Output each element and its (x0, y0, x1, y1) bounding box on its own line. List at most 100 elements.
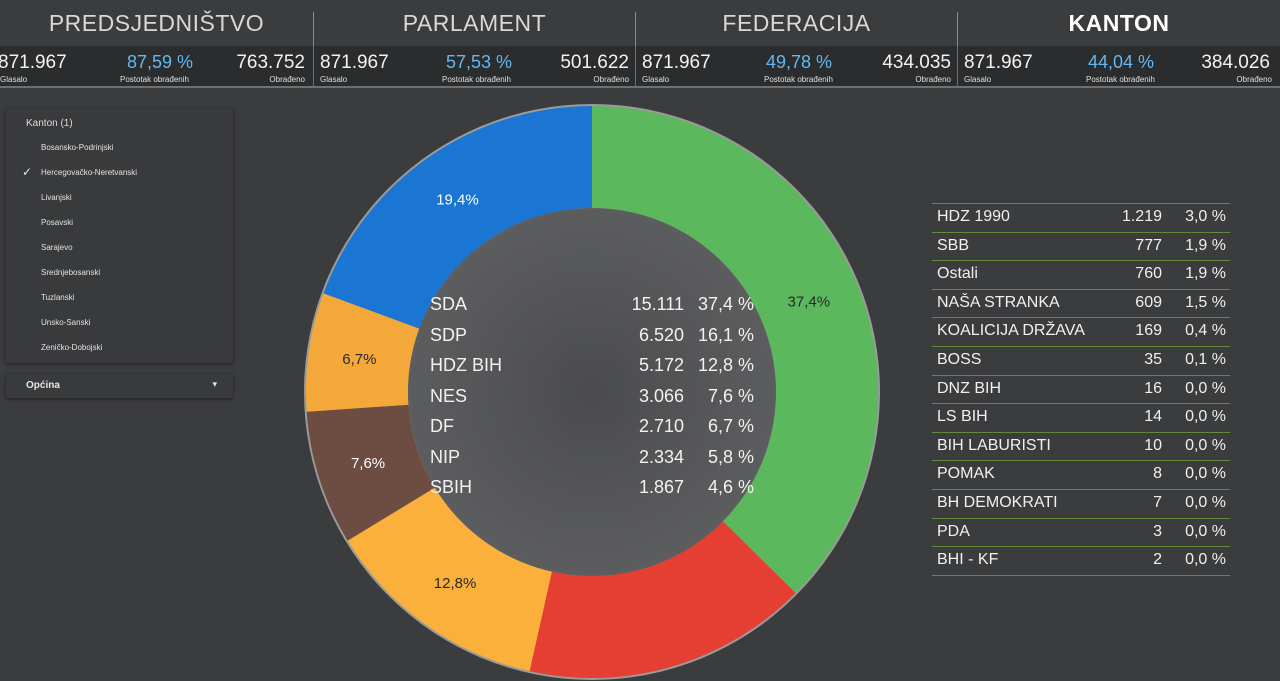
party-percent: 6,7 % (707, 416, 754, 436)
canton-option[interactable]: Livanjski (41, 193, 72, 202)
stats-kanton: 871.967 Glasalo 44,04 % Postotak obrađen… (958, 46, 1280, 86)
tab-parlament[interactable]: PARLAMENT (402, 10, 547, 36)
slice-percent-label: 19,4% (436, 191, 479, 208)
donut-slice[interactable] (347, 487, 552, 672)
center-row: SBIH 1.867 4,6 % (430, 477, 760, 508)
party-percent: 12,8 % (697, 355, 754, 375)
processed-percent-caption: Postotak obrađenih (1086, 75, 1155, 84)
party-name: SDP (430, 324, 468, 345)
party-votes: 2.334 (638, 446, 684, 467)
canton-option[interactable]: Unsko-Sanski (41, 318, 91, 327)
party-percent: 0,0 % (1185, 551, 1226, 569)
party-votes: 1.867 (638, 477, 684, 497)
donut-center (408, 208, 776, 576)
donut-slice[interactable] (592, 106, 878, 593)
table-row: Ostali 760 1,9 % (932, 261, 1230, 290)
election-tabs: PREDSJEDNIŠTVO PARLAMENT FEDERACIJA KANT… (0, 0, 1280, 46)
party-percent: 5,8 % (707, 446, 754, 467)
party-name: LS BIH (937, 408, 988, 426)
donut-slice[interactable] (323, 106, 592, 329)
tab-predsjednistvo[interactable]: PREDSJEDNIŠTVO (48, 10, 265, 36)
canton-option[interactable]: Posavski (41, 218, 74, 227)
party-name: BIH LABURISTI (937, 436, 1051, 454)
center-row: NIP 2.334 5,8 % (430, 447, 760, 478)
stats-federacija: 871.967 Glasalo 49,78 % Postotak obrađen… (636, 46, 957, 86)
party-name: POMAK (937, 465, 995, 483)
canton-option[interactable]: Tuzlanski (41, 293, 75, 302)
processed-percent: 87,59 % (127, 52, 194, 72)
processed-percent: 44,04 % (1088, 52, 1155, 72)
party-votes: 169 (1135, 322, 1162, 340)
slice-percent-label: 7,6% (351, 455, 385, 472)
processed-caption: Obrađeno (915, 75, 951, 84)
party-votes: 8 (1153, 465, 1162, 483)
processed-percent: 57,53 % (446, 52, 513, 72)
party-percent: 16,1 % (697, 324, 754, 345)
tab-kanton[interactable]: KANTON (1068, 10, 1170, 36)
party-votes: 2.710 (638, 416, 684, 436)
results-table: HDZ 1990 1.219 3,0 % SBB 777 1,9 % Ostali 760… (932, 203, 1230, 576)
voted-value: 871.967 (642, 52, 711, 73)
party-percent: 0,0 % (1185, 522, 1226, 540)
stats-bar: 871.967 Glasalo 87,59 % Postotak obrađen… (0, 46, 1280, 88)
canton-filter-title: Kanton (1) (26, 118, 73, 129)
party-votes: 6.520 (638, 324, 684, 345)
checkmark-icon: ✓ (22, 165, 33, 179)
party-name: BHI - KF (937, 551, 999, 569)
processed-value: 501.622 (560, 52, 629, 73)
tab-federacija[interactable]: FEDERACIJA (722, 10, 871, 36)
municipality-dropdown[interactable]: Općina ▾ (6, 374, 233, 398)
party-votes: 5.172 (638, 355, 684, 375)
party-votes: 35 (1144, 350, 1162, 368)
party-name: DF (430, 416, 454, 436)
party-name: PDA (937, 522, 970, 540)
canton-option[interactable]: Zeničko-Dobojski (41, 343, 103, 352)
processed-caption: Obrađeno (593, 75, 629, 84)
table-row: LS BIH 14 0,0 % (932, 404, 1230, 433)
stats-parlament: 871.967 Glasalo 57,53 % Postotak obrađen… (314, 46, 635, 86)
table-row: PDA 3 0,0 % (932, 519, 1230, 548)
table-row: DNZ BIH 16 0,0 % (932, 376, 1230, 405)
party-name: NES (430, 385, 468, 406)
canton-option[interactable]: Sarajevo (41, 243, 73, 252)
donut-slice[interactable] (306, 404, 435, 541)
donut-center-table: SDA 15.111 37,4 % SDP 6.520 16,1 % HDZ BIH 5.… (430, 294, 760, 508)
party-votes: 14 (1144, 408, 1162, 426)
municipality-dropdown-label: Općina (26, 380, 60, 391)
processed-caption: Obrađeno (1236, 75, 1272, 84)
slice-percent-label: 37,4% (788, 293, 831, 310)
stats-divider (635, 46, 636, 86)
canton-option[interactable]: Srednjebosanski (41, 268, 101, 277)
stats-divider (313, 46, 314, 86)
table-row: BH DEMOKRATI 7 0,0 % (932, 490, 1230, 519)
processed-caption: Obrađeno (269, 75, 305, 84)
party-percent: 0,0 % (1185, 493, 1226, 511)
donut-slice[interactable] (306, 293, 420, 412)
party-name: HDZ BIH (430, 355, 502, 375)
party-votes: 7 (1153, 493, 1162, 511)
canton-option[interactable]: Bosansko-Podrinjski (41, 143, 114, 152)
party-name: SDA (430, 294, 468, 314)
slice-percent-label: 12,8% (434, 575, 477, 592)
party-percent: 0,0 % (1185, 408, 1226, 426)
party-votes: 609 (1135, 293, 1162, 311)
party-votes: 777 (1135, 236, 1162, 254)
table-row: POMAK 8 0,0 % (932, 461, 1230, 490)
party-percent: 37,4 % (697, 294, 754, 314)
party-percent: 7,6 % (707, 385, 754, 406)
canton-option-selected[interactable]: Hercegovačko-Neretvanski (41, 168, 138, 177)
table-row: BIH LABURISTI 10 0,0 % (932, 433, 1230, 462)
party-votes: 10 (1144, 436, 1162, 454)
processed-value: 434.035 (882, 52, 951, 73)
processed-percent-caption: Postotak obrađenih (120, 75, 189, 84)
party-name: SBB (937, 236, 970, 254)
party-votes: 1.219 (1121, 208, 1162, 225)
party-percent: 0,0 % (1185, 465, 1226, 483)
party-votes: 2 (1153, 551, 1162, 569)
table-row: KOALICIJA DRŽAVA 169 0,4 % (932, 318, 1230, 347)
party-name: Ostali (937, 265, 978, 283)
results-donut-chart: 37,4% 12,8% 7,6% 6,7% 19,4% (304, 104, 880, 680)
voted-value: 871.967 (320, 52, 389, 73)
party-name: NAŠA STRANKA (937, 293, 1060, 311)
tab-divider (635, 12, 636, 46)
